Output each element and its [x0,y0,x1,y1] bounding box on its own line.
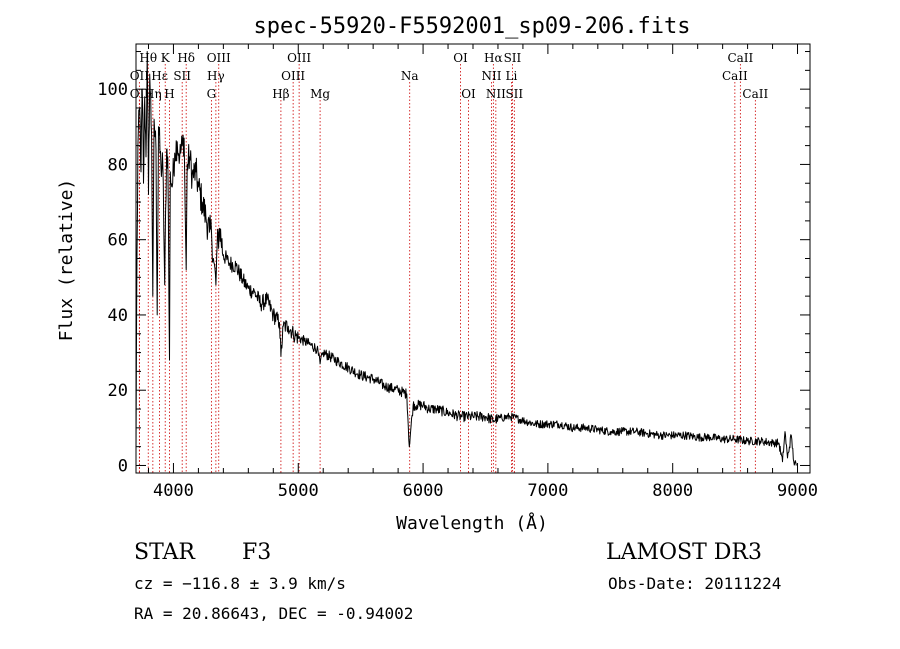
annotation-label: K [161,51,171,65]
chart-title: spec-55920-F5592001_sp09-206.fits [253,14,690,39]
annotation-label: CaII [727,51,753,65]
annotation-label: OI [453,51,468,65]
annotation-label: Na [401,69,419,83]
x-tick-label: 6000 [403,481,444,501]
survey-name: LAMOST DR3 [606,540,762,565]
annotation-label: SII [173,69,191,83]
annotation-label: SII [504,51,522,65]
y-tick-label: 100 [97,80,128,100]
y-tick-label: 40 [108,306,128,326]
x-tick-label: 9000 [777,481,818,501]
x-axis-label: Wavelength (Å) [396,512,548,534]
annotation-label: NII [481,69,501,83]
annotation-label: SII [505,87,523,101]
y-tick-label: 60 [108,231,128,251]
annotation-label: Hγ [207,69,225,83]
object-subclass: F3 [242,540,272,565]
y-tick-label: 20 [108,381,128,401]
annotation-label: Hα [484,51,503,65]
spectrum-line [135,51,797,466]
annotation-label: OIII [207,51,231,65]
annotation-label: G [207,87,217,101]
annotation-label: Hε [151,69,168,83]
annotation-label: Hδ [177,51,195,65]
annotation-label: H [164,87,174,101]
x-tick-label: 8000 [652,481,693,501]
annotation-label: CaII [722,69,748,83]
annotation-label: NII [486,87,506,101]
y-axis: 0 20 40 60 80 100 [97,51,810,476]
annotation-label: OIII [281,69,305,83]
y-tick-label: 80 [108,155,128,175]
annotation-label: OI [461,87,476,101]
plot-frame [135,43,811,474]
annotation-label: Hβ [272,87,289,101]
x-axis: 4000 5000 6000 7000 8000 9000 [147,44,818,501]
x-tick-label: 7000 [527,481,568,501]
annotation-label: Li [506,69,518,83]
annotation-label: OII [130,69,150,83]
x-tick-label: 4000 [153,481,194,501]
annotation-label: CaII [742,87,768,101]
y-tick-label: 0 [118,456,128,476]
annotation-label: Mg [310,87,330,101]
spectrum-layer [135,51,797,466]
y-axis-label: Flux (relative) [56,179,77,342]
annotation-label: Hη [144,87,162,101]
x-tick-label: 5000 [278,481,319,501]
observation-date: Obs-Date: 20111224 [608,574,782,593]
coordinates: RA = 20.86643, DEC = -0.94002 [134,604,414,623]
object-class: STAR [134,540,195,565]
annotation-label: Hθ [139,51,157,65]
annotation-label: OIII [287,51,311,65]
redshift-velocity: cz = −116.8 ± 3.9 km/s [134,574,346,593]
